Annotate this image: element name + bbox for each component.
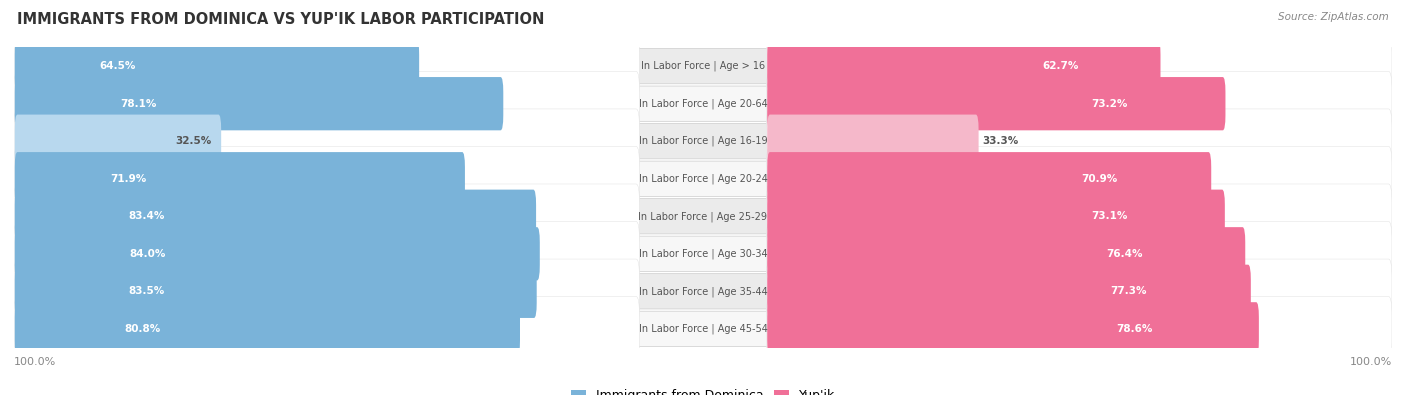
Legend: Immigrants from Dominica, Yup'ik: Immigrants from Dominica, Yup'ik [567, 384, 839, 395]
FancyBboxPatch shape [14, 161, 1392, 196]
Text: 71.9%: 71.9% [111, 174, 146, 184]
FancyBboxPatch shape [14, 71, 640, 136]
FancyBboxPatch shape [768, 77, 1226, 130]
FancyBboxPatch shape [14, 184, 640, 248]
FancyBboxPatch shape [14, 109, 640, 173]
Text: In Labor Force | Age 45-54: In Labor Force | Age 45-54 [638, 324, 768, 334]
FancyBboxPatch shape [14, 86, 1392, 121]
FancyBboxPatch shape [766, 297, 1392, 361]
Text: 76.4%: 76.4% [1107, 249, 1143, 259]
FancyBboxPatch shape [768, 265, 1251, 318]
FancyBboxPatch shape [768, 115, 979, 168]
FancyBboxPatch shape [14, 115, 221, 168]
Text: In Labor Force | Age 20-24: In Labor Force | Age 20-24 [638, 173, 768, 184]
FancyBboxPatch shape [14, 124, 1392, 159]
Text: 32.5%: 32.5% [176, 136, 212, 146]
Text: 33.3%: 33.3% [983, 136, 1019, 146]
FancyBboxPatch shape [14, 236, 1392, 271]
Text: 83.4%: 83.4% [128, 211, 165, 221]
FancyBboxPatch shape [14, 274, 1392, 309]
FancyBboxPatch shape [14, 297, 640, 361]
Text: 64.5%: 64.5% [98, 61, 135, 71]
FancyBboxPatch shape [14, 190, 536, 243]
FancyBboxPatch shape [766, 109, 1392, 173]
FancyBboxPatch shape [14, 77, 503, 130]
Text: In Labor Force | Age > 16: In Labor Force | Age > 16 [641, 61, 765, 71]
FancyBboxPatch shape [14, 49, 1392, 84]
FancyBboxPatch shape [766, 147, 1392, 211]
FancyBboxPatch shape [14, 259, 640, 324]
Text: 62.7%: 62.7% [1043, 61, 1078, 71]
Text: IMMIGRANTS FROM DOMINICA VS YUP'IK LABOR PARTICIPATION: IMMIGRANTS FROM DOMINICA VS YUP'IK LABOR… [17, 12, 544, 27]
FancyBboxPatch shape [14, 311, 1392, 346]
Text: 83.5%: 83.5% [128, 286, 165, 296]
Text: In Labor Force | Age 20-64: In Labor Force | Age 20-64 [638, 98, 768, 109]
FancyBboxPatch shape [766, 222, 1392, 286]
Text: Source: ZipAtlas.com: Source: ZipAtlas.com [1278, 12, 1389, 22]
FancyBboxPatch shape [14, 152, 465, 205]
Text: 70.9%: 70.9% [1081, 174, 1116, 184]
FancyBboxPatch shape [766, 71, 1392, 136]
FancyBboxPatch shape [768, 152, 1211, 205]
Text: 73.2%: 73.2% [1091, 99, 1128, 109]
FancyBboxPatch shape [766, 34, 1392, 98]
FancyBboxPatch shape [14, 265, 537, 318]
FancyBboxPatch shape [766, 184, 1392, 248]
Text: 78.6%: 78.6% [1116, 324, 1153, 334]
Text: 100.0%: 100.0% [14, 357, 56, 367]
FancyBboxPatch shape [768, 302, 1258, 356]
FancyBboxPatch shape [14, 222, 640, 286]
Text: In Labor Force | Age 30-34: In Labor Force | Age 30-34 [638, 248, 768, 259]
FancyBboxPatch shape [768, 227, 1246, 280]
Text: 100.0%: 100.0% [1350, 357, 1392, 367]
FancyBboxPatch shape [14, 302, 520, 356]
Text: 78.1%: 78.1% [120, 99, 156, 109]
Text: In Labor Force | Age 25-29: In Labor Force | Age 25-29 [638, 211, 768, 222]
FancyBboxPatch shape [14, 147, 640, 211]
FancyBboxPatch shape [14, 34, 640, 98]
FancyBboxPatch shape [768, 190, 1225, 243]
Text: 84.0%: 84.0% [129, 249, 166, 259]
Text: 80.8%: 80.8% [124, 324, 160, 334]
Text: In Labor Force | Age 35-44: In Labor Force | Age 35-44 [638, 286, 768, 297]
Text: 73.1%: 73.1% [1091, 211, 1128, 221]
Text: 77.3%: 77.3% [1111, 286, 1147, 296]
FancyBboxPatch shape [768, 40, 1160, 93]
FancyBboxPatch shape [14, 227, 540, 280]
FancyBboxPatch shape [14, 199, 1392, 234]
FancyBboxPatch shape [14, 40, 419, 93]
FancyBboxPatch shape [766, 259, 1392, 324]
Text: In Labor Force | Age 16-19: In Labor Force | Age 16-19 [638, 136, 768, 147]
